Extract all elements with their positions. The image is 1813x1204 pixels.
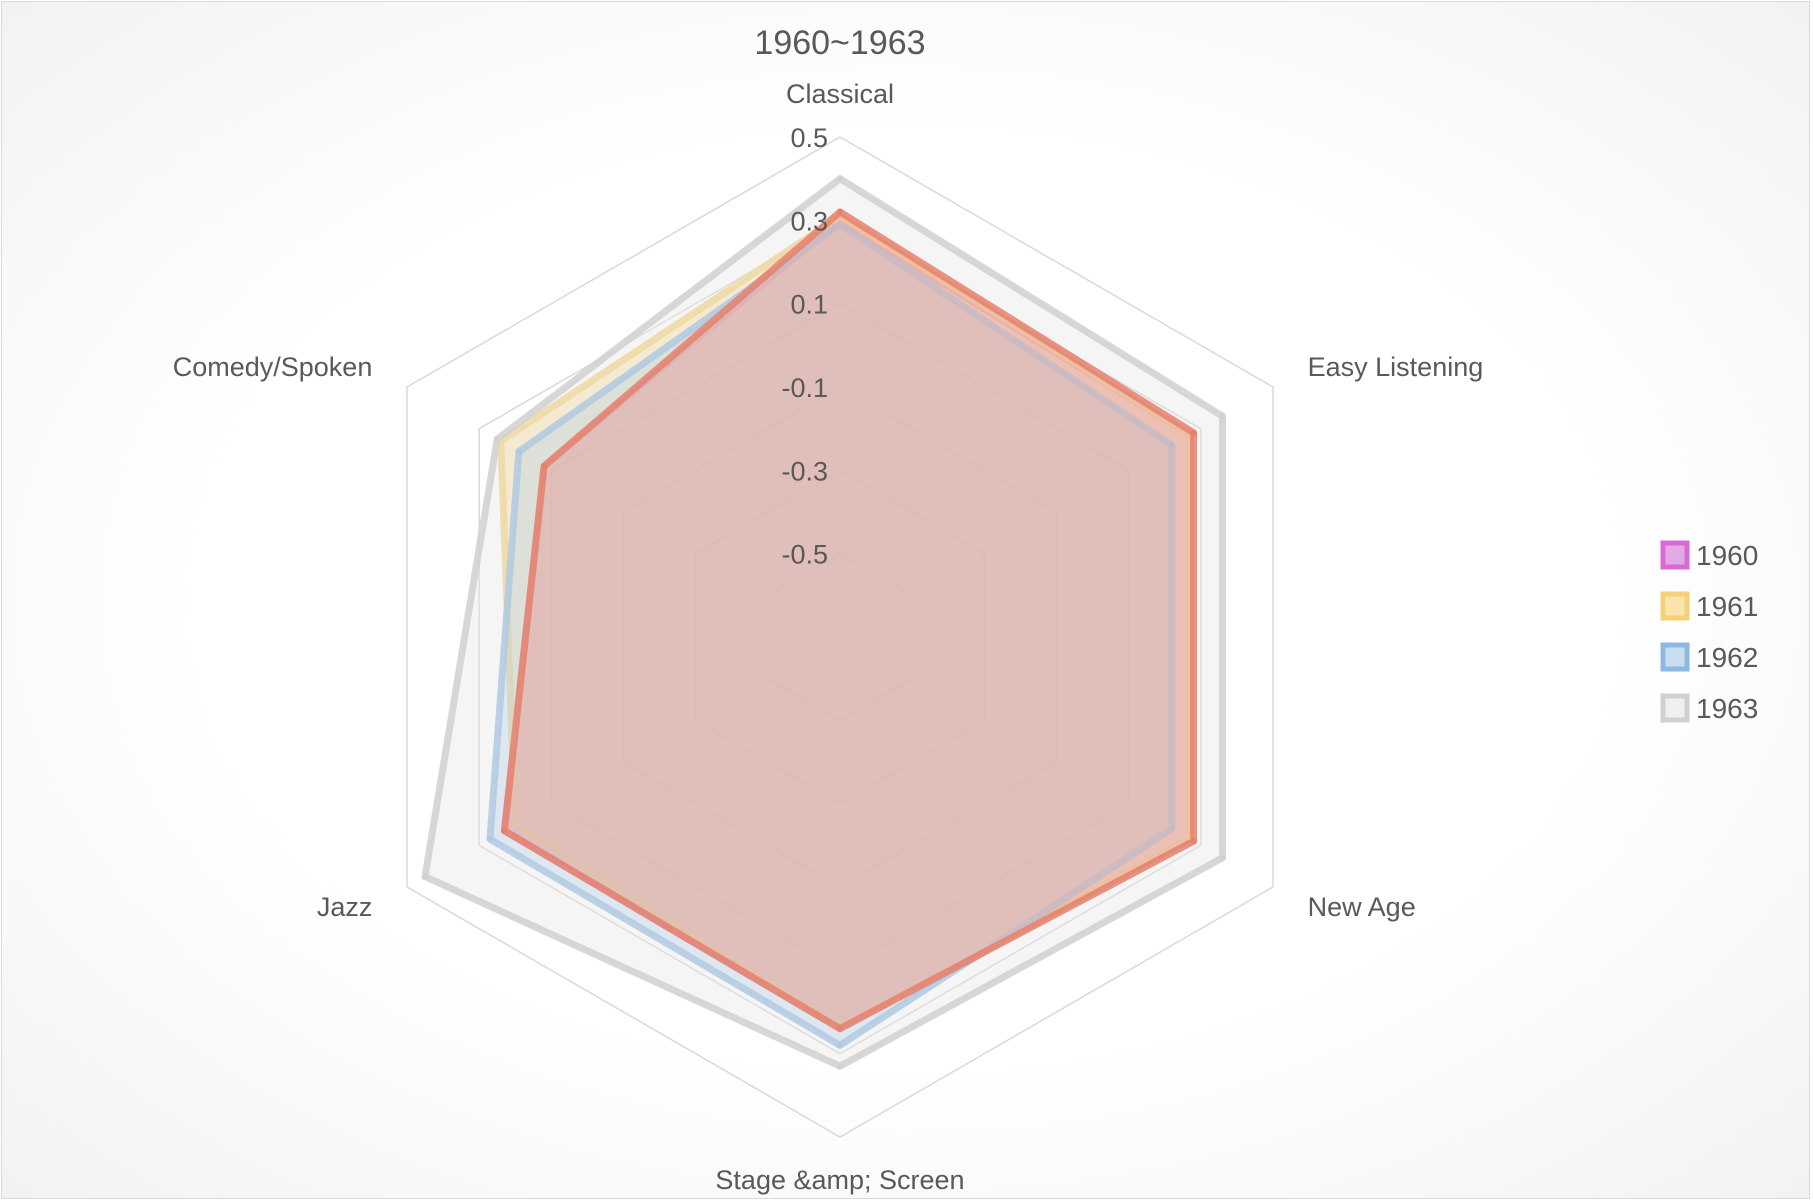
category-label: Stage &amp; Screen [715,1165,964,1195]
legend-swatch [1660,591,1690,621]
series-1963-point-3 [837,1063,843,1070]
legend-swatch [1660,693,1690,723]
category-label: Easy Listening [1308,352,1484,382]
series-4-point-5 [541,463,548,470]
series-1963-point-5 [494,436,501,443]
legend-label: 1960 [1696,540,1758,571]
category-label: Comedy/Spoken [173,352,373,382]
series-1963-point-2 [1219,854,1226,861]
series-1961-point-4 [512,821,519,828]
tick-label: -0.5 [781,540,828,570]
series-1962-point-0 [837,221,843,228]
legend-label: 1961 [1696,591,1758,622]
legend-swatch [1660,540,1690,570]
series-4-point-1 [1190,429,1197,436]
series-1963-point-0 [837,175,843,182]
grid-ring-3 [550,302,1130,972]
series-1963-point-1 [1219,413,1226,420]
series-4-point-3 [837,1025,843,1032]
series-4-point-0 [837,209,843,215]
series-1962-point-2 [1168,825,1175,832]
series-4-point-2 [1190,838,1197,845]
category-label: Jazz [317,892,373,922]
tick-label: -0.3 [781,456,828,486]
legend: 1960 1961 1962 1963 [1660,540,1758,724]
grid-ring-0 [767,552,913,722]
series-1962-point-3 [837,1042,843,1049]
category-labels: Classical Easy Listening New Age Stage &amp… [173,79,1484,1195]
series-layer [421,175,1226,1070]
category-label: New Age [1308,892,1416,922]
grid-ring-1 [694,469,986,805]
radar-grid [406,136,1274,1138]
tick-label: 0.5 [790,123,828,153]
tick-label: -0.1 [781,373,828,403]
series-1962-point-5 [515,448,522,455]
series-1963-point-4 [422,873,429,880]
grid-ring-2 [622,386,1058,888]
tick-label: 0.1 [790,290,828,320]
tick-label: 0.3 [790,206,828,236]
series-1962-point-4 [486,836,493,843]
grid-ring-4 [478,219,1202,1055]
category-label: Classical [786,79,894,109]
legend-label: 1963 [1696,693,1758,724]
grid-ring-5 [406,136,1274,1138]
legend-swatch [1660,642,1690,672]
series-1962-point-1 [1168,442,1175,449]
series-4-point-4 [501,827,508,834]
legend-label: 1962 [1696,642,1758,673]
chart-title: 1960~1963 [754,24,925,62]
tick-labels: -0.5 -0.3 -0.1 0.1 0.3 0.5 [781,123,828,570]
